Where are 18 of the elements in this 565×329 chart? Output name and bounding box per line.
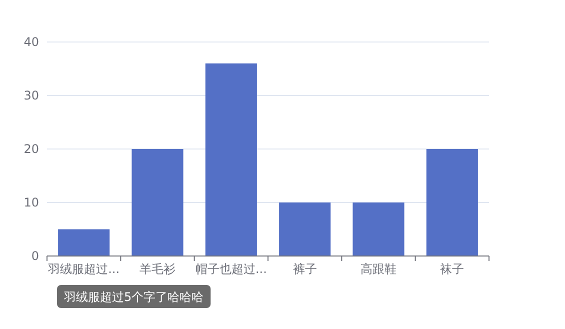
y-tick-label: 40 xyxy=(24,35,39,49)
x-tick-label: 羊毛衫 xyxy=(140,262,176,276)
y-tick-label: 0 xyxy=(31,249,39,263)
bar xyxy=(279,202,331,256)
x-tick-label: 羽绒服超过... xyxy=(47,262,120,276)
x-tick-label: 裤子 xyxy=(292,262,317,276)
x-tick-label: 高跟鞋 xyxy=(360,262,396,276)
bar xyxy=(205,63,257,256)
y-tick-label: 30 xyxy=(24,88,39,102)
bar xyxy=(352,202,404,256)
y-tick-label: 20 xyxy=(24,142,39,156)
x-tick-label: 帽子也超过... xyxy=(195,262,267,276)
text: 羽绒服超过5个字了哈哈哈 xyxy=(63,290,204,304)
bar xyxy=(132,149,184,256)
y-tick-label: 10 xyxy=(24,196,39,210)
bar xyxy=(58,229,110,256)
bar xyxy=(426,149,478,256)
x-tick-label: 袜子 xyxy=(440,262,464,276)
